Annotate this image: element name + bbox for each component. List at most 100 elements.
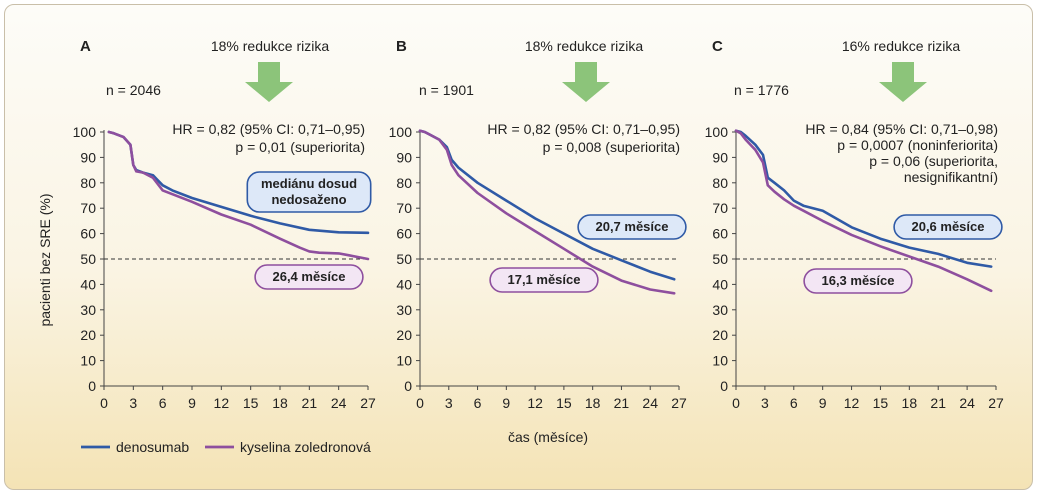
legend-zoledronic-label: kyselina zoledronová (240, 439, 371, 455)
panel-b-y-tick-label: 80 (396, 175, 412, 191)
panel-a-x-tick-label: 15 (243, 395, 259, 411)
panel-b-risk-reduction: 18% redukce rizika (525, 38, 643, 54)
panel-a-letter: A (80, 38, 91, 55)
panel-c-x-tick-label: 21 (930, 395, 946, 411)
panel-a-y-tick-label: 40 (80, 276, 96, 292)
panel-b-y-tick-label: 50 (396, 251, 412, 267)
panel-a-y-tick-label: 90 (80, 149, 96, 165)
panel-c-zoledronic-median-label: 16,3 měsíce (803, 268, 913, 294)
panel-b-x-tick-label: 21 (614, 395, 630, 411)
panel-b-y-tick-label: 60 (396, 226, 412, 242)
panel-b-letter: B (396, 38, 407, 55)
panel-c-y-tick-label: 50 (712, 251, 728, 267)
panel-c-down-arrow-icon (879, 62, 927, 102)
panel-c-zoledronic-median-label-text: 16,3 měsíce (821, 273, 894, 288)
panel-c-letter: C (712, 38, 723, 55)
panel-b-y-tick-label: 0 (404, 378, 412, 394)
panel-c-stat-line: HR = 0,84 (95% CI: 0,71–0,98) (805, 121, 998, 137)
panel-b-x-tick-label: 27 (671, 395, 687, 411)
panel-b-stat-line: HR = 0,82 (95% CI: 0,71–0,95) (487, 121, 680, 137)
legend-denosumab-label: denosumab (116, 439, 189, 455)
panel-c-denosumab-median-label: 20,6 měsíce (893, 214, 1003, 240)
panel-a-x-tick-label: 3 (129, 395, 137, 411)
panel-c-zoledronic-line (734, 129, 993, 293)
panel-c-x-tick-label: 18 (902, 395, 918, 411)
panel-a-y-tick-label: 70 (80, 200, 96, 216)
panel-a-denosumab-median-label-box (246, 171, 372, 213)
panel-b-denosumab-median-label-text: 20,7 měsíce (595, 219, 668, 234)
panel-a-y-tick-label: 0 (88, 378, 96, 394)
panel-c-denosumab-median-label-box (893, 214, 1003, 240)
panel-b-denosumab-median-label-box (577, 214, 687, 240)
panel-c-y-tick-label: 90 (712, 149, 728, 165)
panel-b-x-tick-label: 9 (502, 395, 510, 411)
panel-b-x-tick-label: 15 (556, 395, 572, 411)
panel-a-risk-reduction: 18% redukce rizika (211, 38, 329, 54)
panel-a-x-tick-label: 6 (159, 395, 167, 411)
panel-a-stat-line: p = 0,01 (superiorita) (235, 139, 365, 155)
panel-a-x-tick-label: 21 (302, 395, 318, 411)
panel-b-y-tick-label: 30 (396, 302, 412, 318)
panel-a-denosumab-median-label-text: mediánu dosud (261, 176, 357, 191)
panel-b-zoledronic-median-label: 17,1 měsíce (489, 267, 599, 293)
panel-a-sample-size: n = 2046 (106, 82, 161, 98)
panel-b-y-tick-label: 100 (389, 124, 413, 140)
panel-b-zoledronic-line (418, 129, 676, 295)
panel-b-x-tick-label: 6 (474, 395, 482, 411)
panel-c-x-tick-label: 12 (844, 395, 860, 411)
panel-a-x-tick-label: 24 (331, 395, 347, 411)
panel-a-x-tick-label: 27 (360, 395, 376, 411)
panel-a-y-tick-label: 50 (80, 251, 96, 267)
panel-c-x-tick-label: 0 (732, 395, 740, 411)
panel-c-x-tick-label: 24 (959, 395, 975, 411)
panel-a-denosumab-median-label-text: nedosaženo (271, 192, 346, 207)
panel-b-sample-size: n = 1901 (419, 82, 474, 98)
panel-b-y-tick-label: 70 (396, 200, 412, 216)
panel-c-denosumab-line (734, 129, 993, 268)
panel-a-y-tick-label: 60 (80, 226, 96, 242)
panel-b-x-tick-label: 0 (416, 395, 424, 411)
panel-c-x-tick-label: 15 (873, 395, 889, 411)
panel-b-x-tick-label: 12 (527, 395, 543, 411)
panel-a-x-tick-label: 0 (100, 395, 108, 411)
panel-b-stat-line: p = 0,008 (superiorita) (543, 139, 680, 155)
panel-b-x-tick-label: 24 (642, 395, 658, 411)
panel-c-sample-size: n = 1776 (734, 82, 789, 98)
panel-a-y-tick-label: 30 (80, 302, 96, 318)
panel-a-zoledronic-median-label-text: 26,4 měsíce (272, 269, 345, 284)
panel-b-y-tick-label: 10 (396, 353, 412, 369)
panel-b-zoledronic-median-label-text: 17,1 měsíce (507, 272, 580, 287)
panel-a-y-tick-label: 100 (73, 124, 97, 140)
panel-c-x-tick-label: 27 (988, 395, 1004, 411)
panel-b-down-arrow-icon (562, 62, 610, 102)
panel-a-down-arrow-icon (245, 62, 293, 102)
panel-c-y-tick-label: 30 (712, 302, 728, 318)
legend: denosumab kyselina zoledronová (81, 439, 371, 455)
panel-b-y-tick-label: 40 (396, 276, 412, 292)
y-axis-label: pacienti bez SRE (%) (37, 193, 53, 326)
panel-b-y-tick-label: 90 (396, 149, 412, 165)
panel-a-x-tick-label: 9 (188, 395, 196, 411)
panel-c-x-tick-label: 6 (790, 395, 798, 411)
panel-a-zoledronic-median-label: 26,4 měsíce (254, 264, 364, 290)
panel-c-risk-reduction: 16% redukce rizika (842, 38, 960, 54)
panel-c-zoledronic-median-label-box (803, 268, 913, 294)
panel-b-zoledronic-median-label-box (489, 267, 599, 293)
panel-c-y-tick-label: 10 (712, 353, 728, 369)
panel-c-stat-line: p = 0,06 (superiorita, (869, 153, 998, 169)
panel-c-y-tick-label: 20 (712, 327, 728, 343)
x-axis-label: čas (měsíce) (508, 429, 588, 445)
panel-a-zoledronic-line (107, 130, 370, 261)
panel-c-denosumab-median-label-text: 20,6 měsíce (911, 219, 984, 234)
panel-b-x-tick-label: 18 (585, 395, 601, 411)
panel-c-y-tick-label: 0 (720, 378, 728, 394)
panel-c-y-tick-label: 40 (712, 276, 728, 292)
panel-b-y-tick-label: 20 (396, 327, 412, 343)
panel-c-stat-line: nesignifikantní) (904, 169, 998, 185)
panel-c-y-tick-label: 100 (705, 124, 729, 140)
figure-panel (4, 4, 1033, 490)
